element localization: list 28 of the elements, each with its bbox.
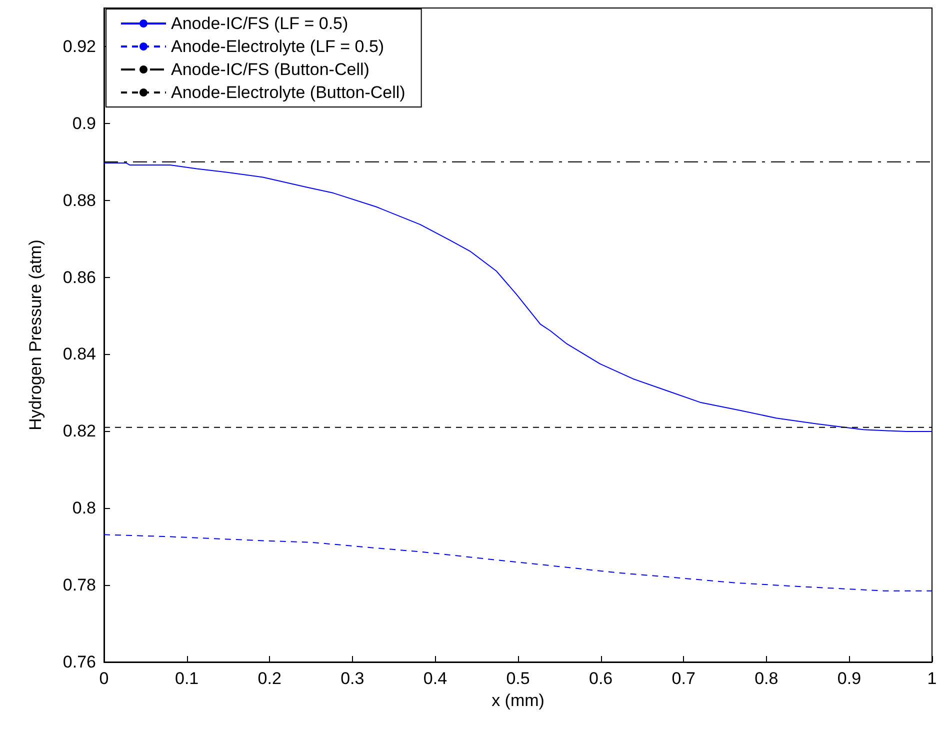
y-tick-label: 0.8: [72, 498, 96, 518]
y-tick-label: 0.82: [62, 422, 96, 441]
y-tick-label: 0.9: [72, 114, 96, 133]
x-tick-label: 0.3: [340, 669, 364, 688]
line-series: [104, 162, 932, 432]
x-tick-label: 0: [99, 669, 109, 688]
y-tick-label: 0.88: [62, 190, 96, 210]
y-tick-label: 0.92: [62, 36, 96, 56]
x-tick-label: 0.2: [258, 669, 282, 688]
y-tick-label: 0.84: [62, 344, 96, 364]
y-tick-label: 0.78: [62, 576, 96, 595]
legend-label: Anode-Electrolyte (LF = 0.5): [171, 37, 384, 56]
x-tick-label: 1: [927, 669, 937, 688]
x-tick-label: 0.5: [506, 669, 530, 688]
legend-label: Anode-IC/FS (LF = 0.5): [171, 14, 348, 33]
y-axis-title: Hydrogen Pressure (atm): [26, 240, 45, 430]
legend-label: Anode-Electrolyte (Button-Cell): [171, 83, 406, 102]
y-tick-label: 0.86: [62, 268, 96, 287]
x-tick-label: 0.7: [672, 669, 696, 688]
line-series: [104, 534, 932, 592]
y-tick-label: 0.76: [62, 652, 96, 672]
legend-label: Anode-IC/FS (Button-Cell): [171, 60, 370, 79]
x-tick-label: 0.9: [837, 669, 862, 688]
x-tick-label: 0.1: [174, 669, 199, 688]
x-tick-label: 0.6: [588, 669, 613, 688]
x-tick-label: 0.8: [754, 669, 778, 688]
x-axis-title: x (mm): [492, 691, 544, 710]
x-tick-label: 0.4: [423, 669, 448, 688]
